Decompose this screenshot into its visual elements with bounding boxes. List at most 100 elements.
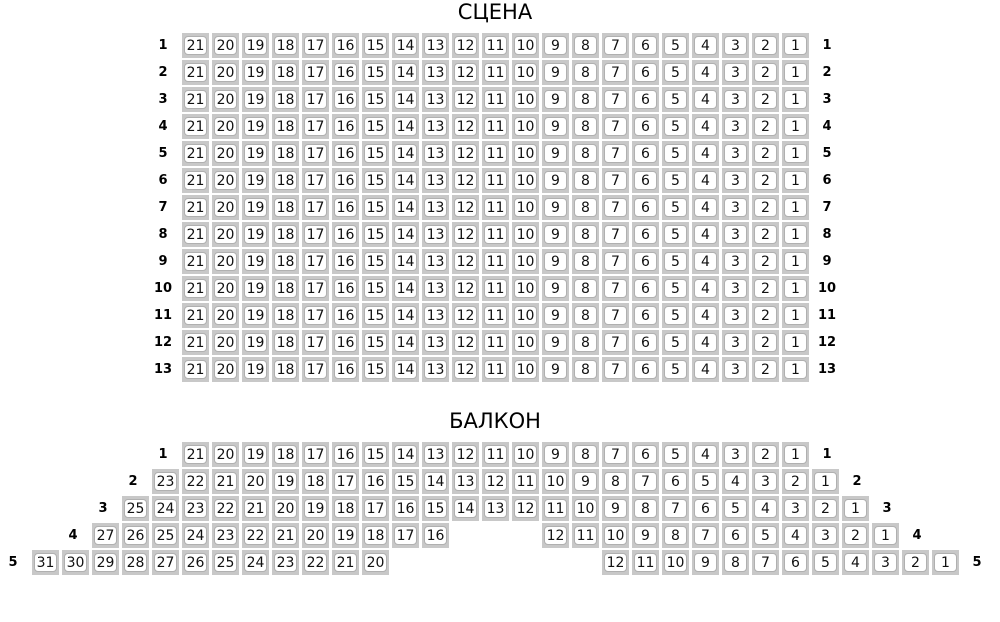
seat[interactable]: 22	[242, 523, 269, 548]
seat[interactable]: 18	[332, 496, 359, 521]
seat[interactable]: 4	[692, 141, 719, 166]
seat[interactable]: 1	[782, 249, 809, 274]
seat[interactable]: 5	[662, 249, 689, 274]
seat[interactable]: 18	[272, 222, 299, 247]
seat[interactable]: 14	[392, 276, 419, 301]
seat[interactable]: 21	[182, 168, 209, 193]
seat[interactable]: 7	[602, 330, 629, 355]
seat[interactable]: 28	[122, 550, 149, 575]
seat[interactable]: 2	[752, 168, 779, 193]
seat[interactable]: 19	[242, 195, 269, 220]
seat[interactable]: 7	[602, 168, 629, 193]
seat[interactable]: 3	[722, 114, 749, 139]
seat[interactable]: 5	[662, 168, 689, 193]
seat[interactable]: 4	[722, 469, 749, 494]
seat[interactable]: 21	[182, 442, 209, 467]
seat[interactable]: 15	[362, 87, 389, 112]
seat[interactable]: 20	[212, 442, 239, 467]
seat[interactable]: 21	[182, 195, 209, 220]
seat[interactable]: 9	[542, 442, 569, 467]
seat[interactable]: 20	[212, 87, 239, 112]
seat[interactable]: 1	[782, 195, 809, 220]
seat[interactable]: 21	[182, 357, 209, 382]
seat[interactable]: 18	[272, 60, 299, 85]
seat[interactable]: 21	[182, 87, 209, 112]
seat[interactable]: 12	[452, 60, 479, 85]
seat[interactable]: 11	[482, 195, 509, 220]
seat[interactable]: 14	[392, 141, 419, 166]
seat[interactable]: 13	[422, 303, 449, 328]
seat[interactable]: 3	[812, 523, 839, 548]
seat[interactable]: 23	[272, 550, 299, 575]
seat[interactable]: 2	[842, 523, 869, 548]
seat[interactable]: 8	[662, 523, 689, 548]
seat[interactable]: 8	[572, 60, 599, 85]
seat[interactable]: 11	[482, 222, 509, 247]
seat[interactable]: 10	[602, 523, 629, 548]
seat[interactable]: 6	[632, 222, 659, 247]
seat[interactable]: 17	[302, 303, 329, 328]
seat[interactable]: 12	[452, 276, 479, 301]
seat[interactable]: 5	[752, 523, 779, 548]
seat[interactable]: 14	[392, 168, 419, 193]
seat[interactable]: 17	[302, 33, 329, 58]
seat[interactable]: 14	[392, 357, 419, 382]
seat[interactable]: 10	[512, 442, 539, 467]
seat[interactable]: 6	[632, 168, 659, 193]
seat[interactable]: 21	[182, 114, 209, 139]
seat[interactable]: 13	[422, 195, 449, 220]
seat[interactable]: 10	[512, 141, 539, 166]
seat[interactable]: 24	[152, 496, 179, 521]
seat[interactable]: 3	[722, 303, 749, 328]
seat[interactable]: 25	[212, 550, 239, 575]
seat[interactable]: 15	[362, 141, 389, 166]
seat[interactable]: 21	[182, 249, 209, 274]
seat[interactable]: 17	[302, 87, 329, 112]
seat[interactable]: 19	[242, 249, 269, 274]
seat[interactable]: 5	[692, 469, 719, 494]
seat[interactable]: 5	[662, 303, 689, 328]
seat[interactable]: 22	[212, 496, 239, 521]
seat[interactable]: 2	[752, 114, 779, 139]
seat[interactable]: 8	[572, 141, 599, 166]
seat[interactable]: 4	[692, 276, 719, 301]
seat[interactable]: 9	[542, 249, 569, 274]
seat[interactable]: 3	[722, 60, 749, 85]
seat[interactable]: 3	[722, 222, 749, 247]
seat[interactable]: 18	[302, 469, 329, 494]
seat[interactable]: 9	[632, 523, 659, 548]
seat[interactable]: 19	[242, 222, 269, 247]
seat[interactable]: 9	[542, 303, 569, 328]
seat[interactable]: 1	[782, 60, 809, 85]
seat[interactable]: 14	[392, 87, 419, 112]
seat[interactable]: 18	[272, 330, 299, 355]
seat[interactable]: 8	[572, 357, 599, 382]
seat[interactable]: 4	[692, 60, 719, 85]
seat[interactable]: 2	[752, 276, 779, 301]
seat[interactable]: 18	[272, 87, 299, 112]
seat[interactable]: 20	[212, 330, 239, 355]
seat[interactable]: 4	[692, 195, 719, 220]
seat[interactable]: 3	[722, 195, 749, 220]
seat[interactable]: 21	[242, 496, 269, 521]
seat[interactable]: 8	[572, 168, 599, 193]
seat[interactable]: 14	[392, 60, 419, 85]
seat[interactable]: 5	[662, 114, 689, 139]
seat[interactable]: 13	[422, 330, 449, 355]
seat[interactable]: 4	[692, 114, 719, 139]
seat[interactable]: 4	[782, 523, 809, 548]
seat[interactable]: 1	[782, 276, 809, 301]
seat[interactable]: 7	[602, 249, 629, 274]
seat[interactable]: 9	[542, 222, 569, 247]
seat[interactable]: 21	[182, 141, 209, 166]
seat[interactable]: 11	[572, 523, 599, 548]
seat[interactable]: 18	[272, 303, 299, 328]
seat[interactable]: 7	[692, 523, 719, 548]
seat[interactable]: 8	[572, 303, 599, 328]
seat[interactable]: 3	[752, 469, 779, 494]
seat[interactable]: 11	[482, 357, 509, 382]
seat[interactable]: 4	[692, 330, 719, 355]
seat[interactable]: 13	[422, 141, 449, 166]
seat[interactable]: 12	[452, 87, 479, 112]
seat[interactable]: 1	[782, 442, 809, 467]
